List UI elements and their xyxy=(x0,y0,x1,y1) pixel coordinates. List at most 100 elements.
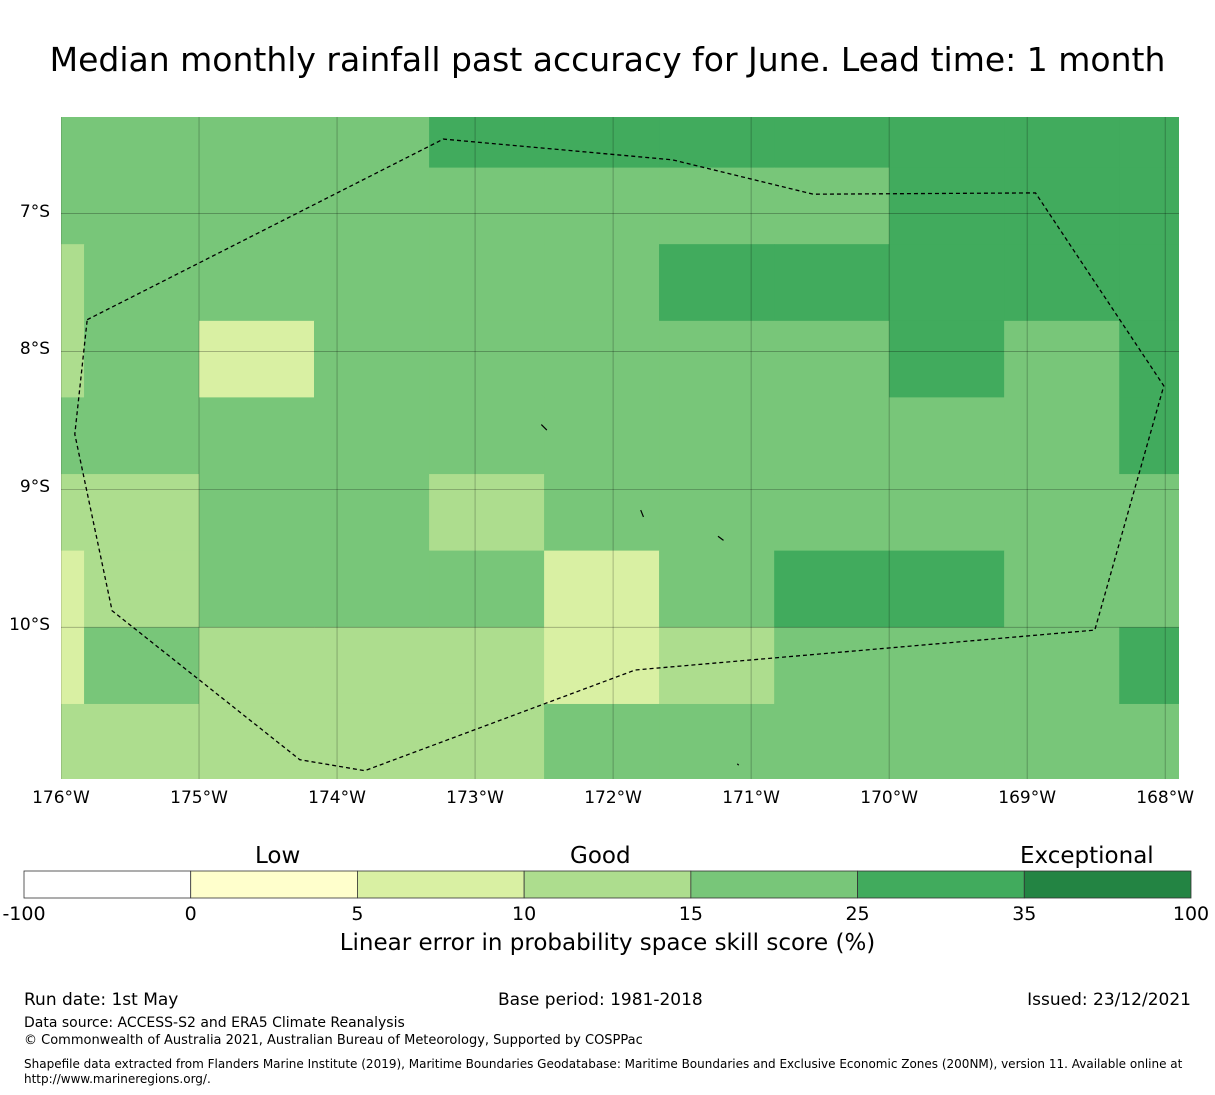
lat-label: 7°S xyxy=(19,201,50,222)
skill-cell xyxy=(659,550,775,628)
skill-cell xyxy=(774,320,890,398)
skill-cell xyxy=(1004,703,1120,779)
skill-cell xyxy=(313,627,430,705)
skill-cell xyxy=(61,627,85,705)
skill-cell xyxy=(659,397,775,475)
skill-cell xyxy=(774,627,890,705)
colorbar-segment xyxy=(1023,870,1192,899)
skill-cell xyxy=(1119,627,1179,705)
skill-cell xyxy=(84,703,200,779)
colorbar-segment xyxy=(523,870,692,899)
skill-cell xyxy=(199,474,315,552)
skill-cell xyxy=(1004,397,1120,475)
lon-label: 176°W xyxy=(32,788,90,808)
shapefile-credit-line-1: Shapefile data extracted from Flanders M… xyxy=(24,1057,1183,1071)
skill-cell xyxy=(1004,550,1120,628)
rainfall-accuracy-map xyxy=(61,117,1179,779)
skill-cell xyxy=(313,117,430,169)
skill-cell xyxy=(84,167,200,245)
skill-cell xyxy=(61,703,85,779)
lon-label: 168°W xyxy=(1136,788,1195,808)
colorbar-segment xyxy=(23,870,192,899)
skill-cell xyxy=(429,627,545,705)
skill-cell xyxy=(84,117,200,169)
skill-cell xyxy=(313,320,430,398)
skill-cell xyxy=(544,167,660,245)
colorbar-tick-label: 35 xyxy=(1012,903,1037,925)
lon-label: 170°W xyxy=(860,788,919,808)
run-date: Run date: 1st May xyxy=(24,990,179,1010)
skill-cell xyxy=(199,703,315,779)
skill-cell xyxy=(774,167,890,245)
colorbar-tick-label: 0 xyxy=(184,903,197,925)
shapefile-credit-line-2: http://www.marineregions.org/. xyxy=(24,1072,211,1086)
skill-cell xyxy=(659,244,775,322)
skill-cell xyxy=(544,627,660,705)
skill-cell xyxy=(61,550,85,628)
skill-cell xyxy=(313,703,430,779)
skill-cell xyxy=(774,397,890,475)
map-title: Median monthly rainfall past accuracy fo… xyxy=(49,40,1166,79)
skill-cell xyxy=(199,117,315,169)
skill-cell xyxy=(774,117,890,169)
skill-cell xyxy=(889,117,1005,169)
skill-cell xyxy=(1004,244,1120,322)
skill-cell xyxy=(61,320,85,398)
skill-cell xyxy=(889,244,1005,322)
base-period: Base period: 1981-2018 xyxy=(498,990,703,1010)
skill-cell xyxy=(1119,244,1179,322)
island-outline xyxy=(717,535,724,541)
skill-cell xyxy=(61,474,85,552)
skill-cell xyxy=(544,550,660,628)
skill-cell xyxy=(1119,474,1179,552)
skill-cell xyxy=(429,320,545,398)
skill-cell xyxy=(659,320,775,398)
colorbar-segment xyxy=(190,870,358,899)
skill-cell xyxy=(889,474,1005,552)
skill-cell xyxy=(774,244,890,322)
skill-cell xyxy=(84,244,200,322)
lon-label: 174°W xyxy=(308,788,366,808)
skill-cell xyxy=(429,703,545,779)
skill-cell xyxy=(199,320,315,398)
skill-cell xyxy=(61,244,85,322)
island-outline xyxy=(640,509,645,518)
colorbar-segment xyxy=(357,870,525,899)
data-source: Data source: ACCESS-S2 and ERA5 Climate … xyxy=(24,1015,405,1031)
skill-cell xyxy=(889,703,1005,779)
skill-cell xyxy=(544,244,660,322)
skill-cell xyxy=(199,397,315,475)
skill-cell xyxy=(313,397,430,475)
issued-date: Issued: 23/12/2021 xyxy=(1027,990,1191,1010)
skill-cell xyxy=(1004,627,1120,705)
legend-category-good: Good xyxy=(570,843,631,869)
colorbar-segment xyxy=(857,870,1025,899)
skill-cell xyxy=(889,397,1005,475)
skill-cell xyxy=(889,167,1005,245)
skill-cell xyxy=(313,167,430,245)
lon-label: 175°W xyxy=(170,788,228,808)
colorbar-tick-label: 5 xyxy=(351,903,364,925)
legend-category-low: Low xyxy=(255,843,301,869)
lat-label: 9°S xyxy=(19,477,50,498)
colorbar-tick-label: 10 xyxy=(512,903,537,925)
skill-cell xyxy=(84,474,200,552)
colorbar-tick-label: 25 xyxy=(845,903,870,925)
lon-label: 169°W xyxy=(998,788,1057,808)
skill-cell xyxy=(544,117,660,169)
lon-label: 173°W xyxy=(446,788,504,808)
skill-cell xyxy=(313,550,430,628)
island-outline xyxy=(736,763,740,766)
skill-cell xyxy=(199,627,315,705)
skill-cell xyxy=(774,474,890,552)
skill-cell xyxy=(1004,117,1120,169)
skill-cell xyxy=(313,244,430,322)
skill-cell xyxy=(429,474,545,552)
skill-cell xyxy=(889,320,1005,398)
skill-cell xyxy=(84,320,200,398)
skill-cell xyxy=(313,474,430,552)
skill-cell xyxy=(1119,167,1179,245)
skill-cell xyxy=(199,167,315,245)
skill-cell xyxy=(84,627,200,705)
skill-cell xyxy=(774,703,890,779)
